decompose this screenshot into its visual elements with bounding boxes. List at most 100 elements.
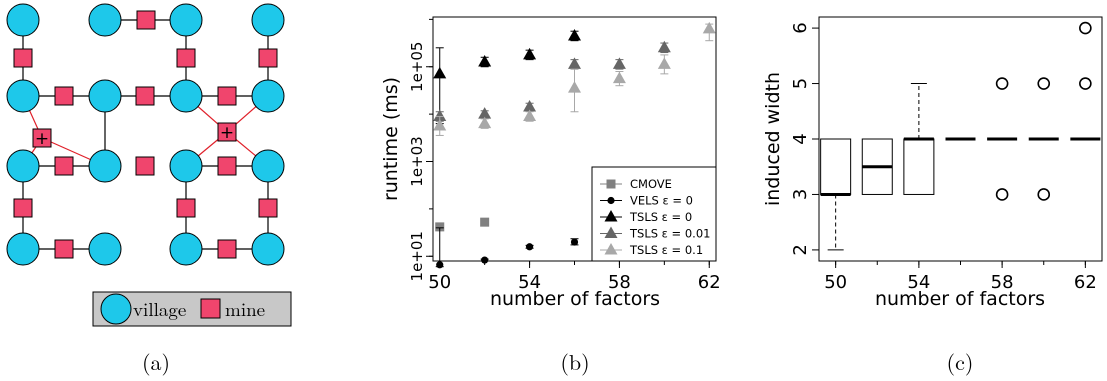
village-node [6,232,40,266]
data-point [436,261,444,269]
chart-legend: CMOVE VELS ε = 0 TSLS ε = 0 TSLS ε = 0.01 TS… [591,166,717,262]
legend-label: TSLS ε = 0.01 [629,227,710,241]
mine-legend-icon [200,298,221,319]
data-point [433,66,447,79]
mine-node [13,198,33,218]
data-point [568,81,581,93]
mine-node [176,48,196,68]
village-node [88,3,122,37]
x-tick-label: 50 [824,272,847,293]
legend-label: TSLS ε = 0.1 [629,243,703,257]
village-node [88,232,122,266]
data-point [568,28,581,41]
data-point [523,47,537,60]
legend-label: VELS ε = 0 [630,194,693,208]
x-tick-label: 58 [608,272,631,293]
legend-label: CMOVE [630,177,672,191]
x-tick-label: 50 [428,272,451,293]
data-point [657,57,671,69]
village-node [169,3,203,37]
data-point [612,57,626,69]
data-point [433,109,447,121]
village-node [251,79,285,113]
panel-b-label: (b) [560,346,589,377]
panel-c-label: (c) [947,346,974,377]
village-mine-graph: + + village mine (a) [6,3,292,377]
graph-legend: village mine [92,291,292,327]
outlier [995,77,1009,90]
village-node [169,232,203,266]
outlier [1037,188,1051,201]
legend-marker [604,226,618,238]
outlier [995,188,1009,201]
mine-node [135,86,155,106]
plus-label: + [35,129,49,149]
village-node [169,149,203,183]
village-node [251,3,285,37]
legend-mine-label: mine [225,295,265,322]
x-tick-label: 62 [698,272,721,293]
y-tick-label: 1e+05 [408,42,426,92]
mine-node [258,198,278,218]
data-point [523,100,537,112]
mine-node [217,86,237,106]
legend-marker [606,179,616,189]
mine-node [32,128,52,148]
village-node [6,79,40,113]
y-tick-label: 2 [790,244,811,255]
runtime-chart: 50 54 58 62 1e+01 1e+03 1e+05 CMOVE VELS ε = 0 T… [380,16,721,377]
x-axis-label: number of factors [875,288,1045,310]
axes: 50 54 58 62 1e+01 1e+03 1e+05 [408,18,721,293]
data-points [433,21,716,269]
mine-node [217,239,237,259]
mine-node [258,48,278,68]
y-tick-label: 1e+03 [408,136,426,186]
outlier [1037,77,1051,90]
y-tick-label: 5 [790,78,811,89]
mine-node [13,48,33,68]
village-node [6,149,40,183]
data-point [657,40,671,53]
legend-marker [604,243,618,255]
mine-node [135,156,155,176]
iqr-box [820,138,852,195]
mine-node [54,86,74,106]
y-tick-label: 3 [790,189,811,200]
village-node [251,232,285,266]
data-point [478,107,492,119]
mine-node [217,156,237,176]
x-tick-label: 58 [991,272,1014,293]
x-tick-label: 62 [1074,272,1097,293]
village-node [6,3,40,37]
village-node [88,79,122,113]
outlier [1079,77,1092,90]
data-point [523,109,537,121]
village-node [88,149,122,183]
data-point [570,238,579,246]
data-point [612,71,626,84]
outlier [1079,21,1092,35]
data-point [568,57,581,69]
data-point [525,243,534,251]
y-tick-label: 1e+01 [408,231,426,281]
x-axis-label: number of factors [490,288,660,310]
y-axis-label: induced width [762,72,784,206]
y-tick-label: 6 [790,22,811,33]
legend-village-label: village [133,295,186,322]
mine-node [54,156,74,176]
mine-node [217,122,237,142]
mine-node [54,239,74,259]
legend-marker [607,196,615,205]
data-point [480,217,490,227]
boxes [820,21,1101,251]
panel-a-label: (a) [142,346,170,377]
data-point [435,222,445,232]
x-tick-label: 54 [518,272,541,293]
data-point [478,55,492,67]
village-node [169,79,203,113]
induced-width-chart: 50 54 58 62 2 3 4 5 6 induced width number of fa… [762,16,1103,377]
data-point [478,116,492,129]
data-point [481,256,489,264]
village-node [251,149,285,183]
plus-label: + [220,123,234,143]
